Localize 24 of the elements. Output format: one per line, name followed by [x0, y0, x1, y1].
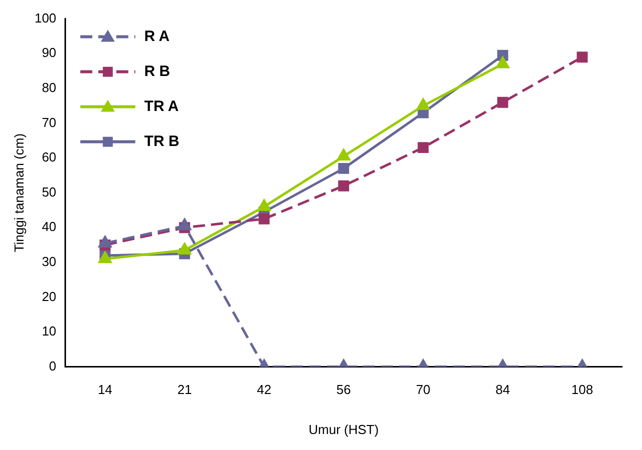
y-tick-label: 50	[42, 184, 56, 200]
x-tick-label: 42	[256, 382, 272, 398]
y-tick-label: 40	[42, 219, 56, 234]
x-tick-label: 108	[571, 382, 594, 398]
legend-label: R B	[144, 62, 170, 80]
legend-label: R A	[144, 28, 170, 45]
y-tick-label: 80	[42, 80, 56, 95]
y-tick-label: 60	[42, 150, 56, 165]
y-tick-label: 10	[42, 324, 56, 339]
x-tick-label: 14	[98, 382, 112, 398]
x-tick-label: 21	[177, 382, 192, 398]
y-axis-title: Tinggi tanaman (cm)	[11, 133, 26, 252]
y-tick-label: 100	[34, 10, 56, 26]
legend-label: TR A	[144, 98, 179, 115]
x-tick-label: 70	[416, 382, 430, 398]
y-tick-label: 0	[49, 358, 56, 374]
x-tick-label: 84	[495, 382, 510, 398]
y-tick-label: 20	[42, 288, 56, 304]
x-axis-title: Umur (HST)	[308, 422, 379, 437]
y-tick-label: 30	[42, 254, 56, 269]
x-tick-label: 56	[336, 382, 351, 398]
y-tick-label: 90	[42, 45, 56, 60]
y-tick-label: 70	[42, 114, 56, 130]
legend-label: TR B	[144, 132, 180, 150]
